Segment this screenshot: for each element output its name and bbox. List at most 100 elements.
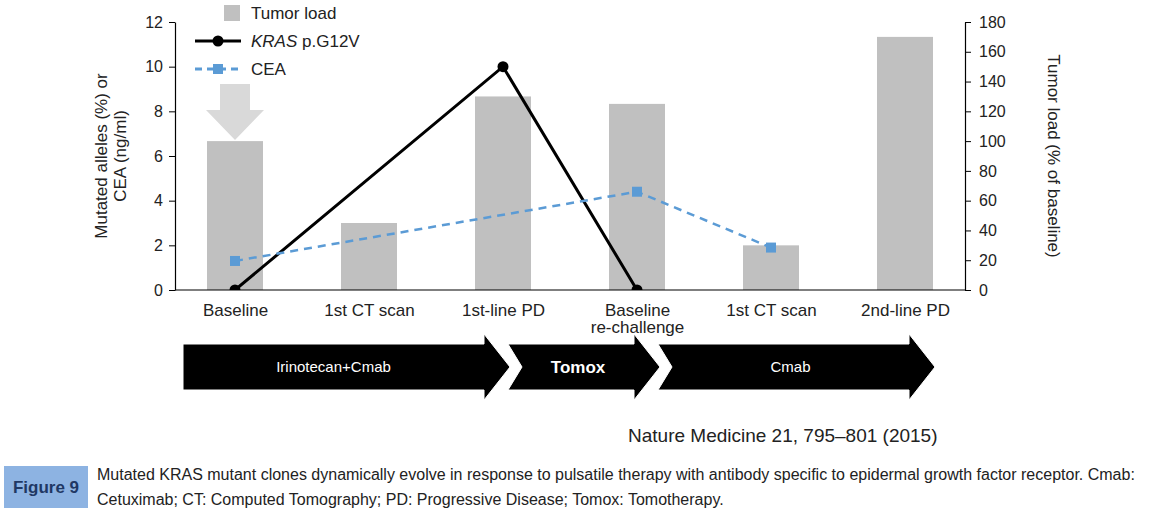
tick: 60 (965, 192, 997, 209)
axis-line (965, 23, 966, 291)
tick: 0 (154, 282, 175, 299)
y-axis-title: Mutated alleles (%) orCEA (ng/ml) (92, 73, 131, 239)
legend-label: KRAS p.G12V (251, 32, 360, 51)
tick: 6 (154, 148, 175, 165)
tick-label: 0 (154, 282, 163, 299)
figure-label: Figure 9 (13, 478, 79, 497)
tick-label: 60 (979, 192, 997, 209)
tick-label: 40 (979, 222, 997, 239)
tick-mark (169, 22, 175, 23)
axis-line (175, 23, 176, 291)
y-axis-title-line: Mutated alleles (%) or (92, 73, 111, 239)
tick-label: 120 (979, 103, 1006, 120)
tick-label: 6 (154, 148, 163, 165)
tick-label: 2nd-line PD (861, 301, 950, 320)
x-axis: Baseline 1st CT scan 1st-line PD Baselinere… (203, 301, 950, 337)
tick-label: 20 (979, 252, 997, 269)
tick-mark (965, 22, 971, 23)
tick-label: 1st CT scan (726, 301, 816, 320)
tick-label: 8 (154, 103, 163, 120)
tick: 2 (154, 237, 175, 254)
tick-label: 160 (979, 43, 1006, 60)
tick: 8 (154, 103, 175, 120)
marker (632, 285, 643, 291)
line (235, 67, 637, 290)
tick-mark (965, 201, 971, 202)
therapy-arrows: Irinotecan+Cmab Tomox Cmab (183, 334, 935, 400)
tick-label: 80 (979, 163, 997, 180)
tick: 1st CT scan (324, 301, 414, 320)
tick: 140 (965, 73, 1006, 90)
source: Nature Medicine 21, 795–801 (2015) (628, 425, 937, 446)
tick: 40 (965, 222, 997, 239)
line (235, 192, 771, 261)
therapy-label: Cmab (770, 358, 810, 375)
tick-mark (965, 290, 971, 291)
tick-label: 1st CT scan (324, 301, 414, 320)
y2-axis: 0 20 40 60 80 100 120 140 160 180 (965, 14, 1006, 299)
marker (230, 256, 240, 266)
tick: 10 (145, 58, 175, 75)
marker (766, 243, 776, 253)
tick-mark (965, 52, 971, 53)
tick: 120 (965, 103, 1006, 120)
bar (341, 223, 397, 290)
marker (498, 61, 509, 72)
tick-label: 2 (154, 237, 163, 254)
tick-mark (169, 67, 175, 68)
tick: 1st-line PD (462, 301, 545, 320)
legend-label: CEA (251, 60, 287, 79)
legend-swatch (224, 5, 240, 21)
bar (609, 104, 665, 290)
tick-label: 10 (145, 58, 163, 75)
tick-mark (965, 230, 971, 231)
therapy-label: Tomox (551, 358, 606, 377)
tick: 1st CT scan (726, 301, 816, 320)
marker (632, 187, 642, 197)
figure-label-box (4, 466, 88, 508)
y-axis: 0 2 4 6 8 10 12 (145, 14, 175, 299)
tick-label: 100 (979, 133, 1006, 150)
tick-label: 140 (979, 73, 1006, 90)
tick: 180 (965, 14, 1006, 31)
y-axis-title-line: CEA (ng/ml) (111, 110, 130, 202)
legend: Tumor load KRAS p.G12V CEA (195, 4, 360, 79)
tick-mark (965, 111, 971, 112)
tick: Baselinere-challenge (591, 301, 685, 337)
legend-marker (213, 36, 224, 47)
tick: 80 (965, 163, 997, 180)
x-axis-line (175, 289, 965, 290)
tick-mark (169, 245, 175, 246)
tick-label: Baselinere-challenge (591, 301, 685, 337)
tick: 12 (145, 14, 175, 31)
tick-mark (965, 82, 971, 83)
tick-mark (169, 111, 175, 112)
therapy-arrow (658, 334, 935, 400)
therapy-label: Irinotecan+Cmab (276, 358, 391, 375)
bar (475, 96, 531, 290)
tick-label: 4 (154, 192, 163, 209)
tick-mark (169, 201, 175, 202)
therapy-arrow (508, 334, 660, 400)
chart: 024681012020406080100120140160180Baselin… (0, 0, 1155, 527)
tick-mark (965, 260, 971, 261)
tick: Baseline (203, 301, 268, 320)
tick-label: 1st-line PD (462, 301, 545, 320)
bar (207, 141, 263, 290)
tick-label: 12 (145, 14, 163, 31)
therapy-arrow (183, 334, 510, 400)
legend-label: Tumor load (251, 4, 336, 23)
tick-mark (965, 171, 971, 172)
y2-axis-title: Tumor load (% of baseline) (1044, 54, 1063, 257)
bar (877, 37, 933, 290)
caption: Mutated KRAS mutant clones dynamically e… (97, 462, 1149, 512)
tick: 0 (965, 282, 988, 299)
tick-mark (169, 156, 175, 157)
tick-label: 0 (979, 282, 988, 299)
legend-marker (213, 64, 223, 74)
pointer-arrow (206, 84, 264, 140)
tick: 100 (965, 133, 1006, 150)
tick-mark (965, 141, 971, 142)
marker (230, 285, 241, 291)
tick-mark (169, 290, 175, 291)
